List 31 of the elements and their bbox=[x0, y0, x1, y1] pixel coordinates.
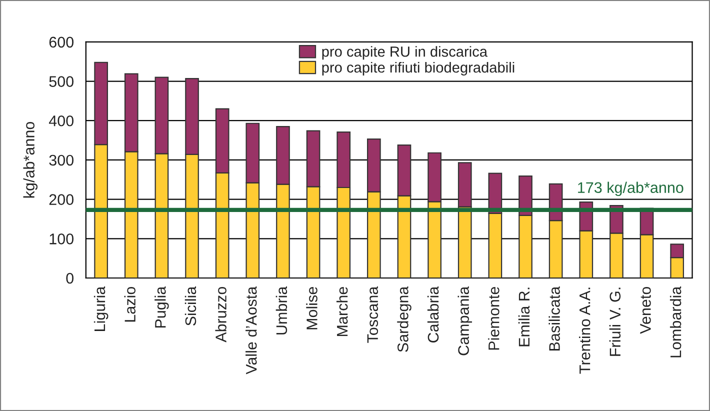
legend-label: pro capite rifiuti biodegradabili bbox=[322, 62, 514, 76]
x-tick-label: Emilia R. bbox=[518, 288, 530, 346]
y-tick-label: 200 bbox=[49, 194, 74, 205]
y-tick-label: 100 bbox=[50, 234, 74, 244]
x-tick-label: Marche bbox=[336, 287, 348, 336]
x-tick-label: Veneto bbox=[640, 286, 651, 334]
x-tick-label: Trentino A.A. bbox=[579, 288, 590, 374]
x-tick-label: Molise bbox=[306, 287, 318, 330]
y-tick-label: 400 bbox=[48, 115, 74, 126]
x-tick-label: Campania bbox=[458, 286, 472, 356]
x-tick-label: Umbria bbox=[276, 286, 288, 334]
x-tick-label: Basilicata bbox=[548, 286, 560, 350]
x-tick-label: Lombardia bbox=[670, 286, 682, 358]
ref-line-label: 173 kg/ab*anno bbox=[578, 182, 684, 196]
x-tick-label: Lazio bbox=[124, 286, 136, 322]
y-axis-title: kg/ab*anno bbox=[23, 122, 38, 198]
x-tick-label: Sardegna bbox=[397, 286, 412, 352]
x-tick-label: Liguria bbox=[94, 286, 108, 331]
y-tick-label: 0 bbox=[66, 272, 74, 284]
y-tick-label: 600 bbox=[49, 36, 74, 48]
y-tick-label: 500 bbox=[49, 76, 74, 87]
x-tick-label: Piemonte bbox=[488, 287, 500, 350]
y-tick-label: 300 bbox=[49, 154, 74, 166]
x-tick-label: Valle d’Aosta bbox=[246, 286, 257, 374]
x-tick-label: Puglia bbox=[154, 286, 169, 328]
legend-label: pro capite RU in discarica bbox=[322, 46, 488, 60]
x-tick-label: Friuli V. G. bbox=[609, 288, 621, 356]
x-tick-label: Calabria bbox=[427, 286, 439, 342]
x-tick-label: Toscana bbox=[367, 286, 378, 343]
x-tick-label: Sicilia bbox=[184, 286, 196, 326]
x-tick-label: Abruzzo bbox=[215, 286, 226, 342]
